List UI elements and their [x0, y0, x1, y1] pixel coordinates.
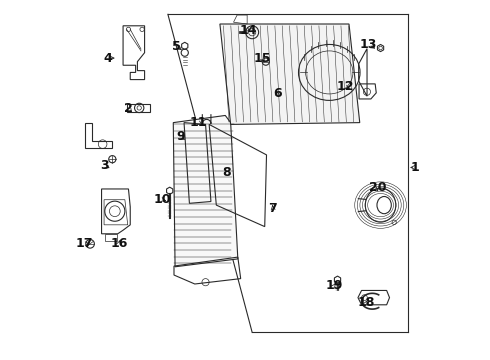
Polygon shape [220, 24, 360, 125]
Text: 9: 9 [176, 130, 185, 144]
Text: 16: 16 [110, 237, 127, 250]
Text: 20: 20 [369, 181, 387, 194]
Text: 1: 1 [411, 161, 420, 174]
Text: 19: 19 [325, 279, 343, 292]
Text: 8: 8 [222, 166, 231, 179]
Text: 10: 10 [154, 193, 172, 206]
Polygon shape [173, 116, 238, 267]
Text: 14: 14 [239, 24, 257, 37]
Text: 12: 12 [337, 80, 354, 93]
Text: 17: 17 [76, 237, 94, 250]
Text: 11: 11 [190, 116, 207, 129]
Text: 13: 13 [360, 38, 377, 51]
Text: 5: 5 [172, 40, 181, 53]
Text: 3: 3 [100, 159, 109, 172]
Text: 2: 2 [124, 102, 133, 115]
Text: 15: 15 [253, 51, 271, 64]
Text: 6: 6 [273, 87, 282, 100]
Text: 4: 4 [104, 51, 112, 64]
Text: 7: 7 [269, 202, 277, 215]
Text: 18: 18 [358, 296, 375, 309]
